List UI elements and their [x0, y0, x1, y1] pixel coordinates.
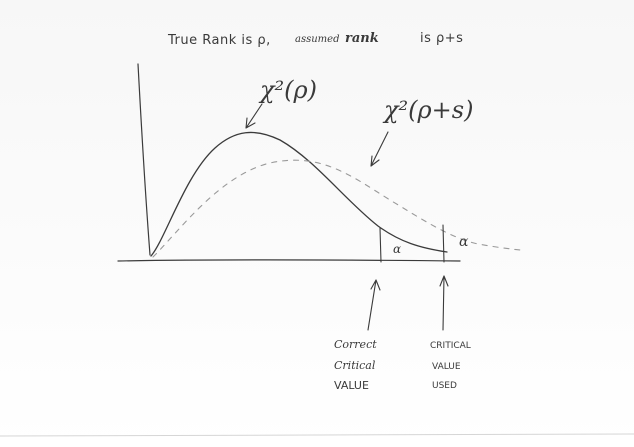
correct-label-line3: VALUE	[334, 379, 369, 392]
correct-label-line1: Correct	[334, 338, 377, 351]
used-label-line3: USED	[432, 381, 457, 391]
curve-chi-rho	[150, 131, 448, 257]
curve-chi-rho-s	[152, 159, 521, 258]
title-suffix: is ρ+s	[420, 31, 463, 46]
correct-label-line2: Critical	[334, 359, 376, 372]
x-axis	[117, 259, 461, 262]
title-overwrite: rank	[345, 31, 379, 46]
alpha-used-tail: α	[459, 234, 469, 250]
used-critical-line	[442, 224, 445, 263]
title-scribbled-word: assumed	[295, 34, 339, 45]
correct-critical-line	[379, 227, 382, 263]
arrow-chi-rho-s	[370, 131, 389, 167]
y-axis	[137, 63, 151, 256]
label-chi-rho: χ²(ρ)	[258, 76, 317, 104]
scan-edge	[0, 433, 634, 437]
used-label-line2: VALUE	[432, 362, 461, 372]
used-label-line1: CRITICAL	[430, 341, 471, 351]
title-prefix: True Rank is ρ,	[167, 33, 271, 48]
arrow-correct-critical	[367, 279, 381, 331]
arrow-used-critical	[439, 275, 449, 331]
arrow-chi-rho	[245, 103, 263, 129]
alpha-correct-tail: α	[393, 242, 401, 256]
label-chi-rho-s: χ²(ρ+s)	[382, 96, 473, 124]
